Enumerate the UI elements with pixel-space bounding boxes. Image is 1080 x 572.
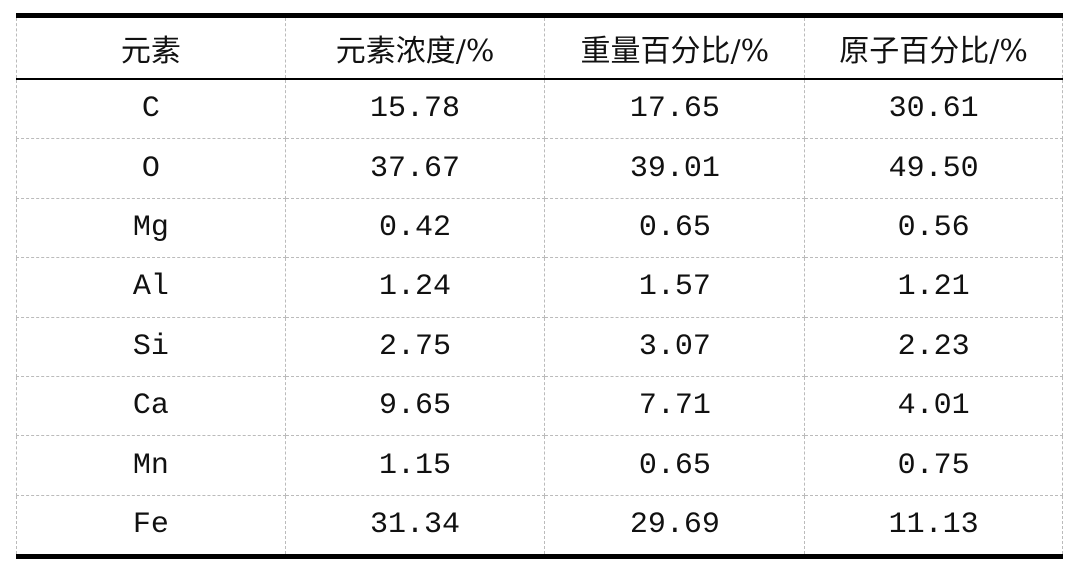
value-cell: 1.15 bbox=[284, 435, 546, 496]
element-cell: Ca bbox=[16, 376, 286, 437]
value-cell: 0.65 bbox=[544, 435, 806, 496]
table-row: Mn 1.15 0.65 0.75 bbox=[16, 435, 1063, 496]
value-cell: 29.69 bbox=[544, 495, 806, 557]
element-cell: Fe bbox=[16, 495, 286, 557]
table-row: Mg 0.42 0.65 0.56 bbox=[16, 198, 1063, 259]
header-cell: 重量百分比/% bbox=[544, 15, 806, 80]
element-cell: Mn bbox=[16, 435, 286, 496]
value-cell: 0.75 bbox=[804, 435, 1063, 496]
value-cell: 9.65 bbox=[284, 376, 546, 437]
element-cell: Mg bbox=[16, 198, 286, 259]
element-cell: C bbox=[16, 79, 286, 140]
header-cell: 元素 bbox=[16, 15, 286, 80]
table-body: C 15.78 17.65 30.61 O 37.67 39.01 49.50 Mg 0.42 0.… bbox=[16, 79, 1063, 557]
table-row: O 37.67 39.01 49.50 bbox=[16, 138, 1063, 199]
table-row: C 15.78 17.65 30.61 bbox=[16, 79, 1063, 140]
value-cell: 2.23 bbox=[804, 317, 1063, 377]
table-row: Al 1.24 1.57 1.21 bbox=[16, 257, 1063, 318]
value-cell: 1.24 bbox=[284, 257, 546, 318]
value-cell: 39.01 bbox=[544, 138, 806, 199]
value-cell: 7.71 bbox=[544, 376, 806, 437]
value-cell: 4.01 bbox=[804, 376, 1063, 437]
value-cell: 37.67 bbox=[284, 138, 546, 199]
value-cell: 0.56 bbox=[804, 198, 1063, 259]
table-row: Fe 31.34 29.69 11.13 bbox=[16, 495, 1063, 557]
value-cell: 30.61 bbox=[804, 79, 1063, 140]
element-cell: O bbox=[16, 138, 286, 199]
table-row: Ca 9.65 7.71 4.01 bbox=[16, 376, 1063, 437]
value-cell: 0.42 bbox=[284, 198, 546, 259]
element-cell: Si bbox=[16, 317, 286, 377]
element-cell: Al bbox=[16, 257, 286, 318]
value-cell: 0.65 bbox=[544, 198, 806, 259]
value-cell: 15.78 bbox=[284, 79, 546, 140]
value-cell: 17.65 bbox=[544, 79, 806, 140]
table-row: Si 2.75 3.07 2.23 bbox=[16, 317, 1063, 377]
value-cell: 3.07 bbox=[544, 317, 806, 377]
value-cell: 2.75 bbox=[284, 317, 546, 377]
value-cell: 1.57 bbox=[544, 257, 806, 318]
element-composition-table: 元素 元素浓度/% 重量百分比/% 原子百分比/% C 15.78 17.65 30.… bbox=[16, 13, 1063, 560]
value-cell: 31.34 bbox=[284, 495, 546, 557]
value-cell: 49.50 bbox=[804, 138, 1063, 199]
header-cell: 原子百分比/% bbox=[804, 15, 1063, 80]
value-cell: 11.13 bbox=[804, 495, 1063, 557]
header-row: 元素 元素浓度/% 重量百分比/% 原子百分比/% bbox=[16, 15, 1063, 80]
value-cell: 1.21 bbox=[804, 257, 1063, 318]
header-cell: 元素浓度/% bbox=[284, 15, 546, 80]
